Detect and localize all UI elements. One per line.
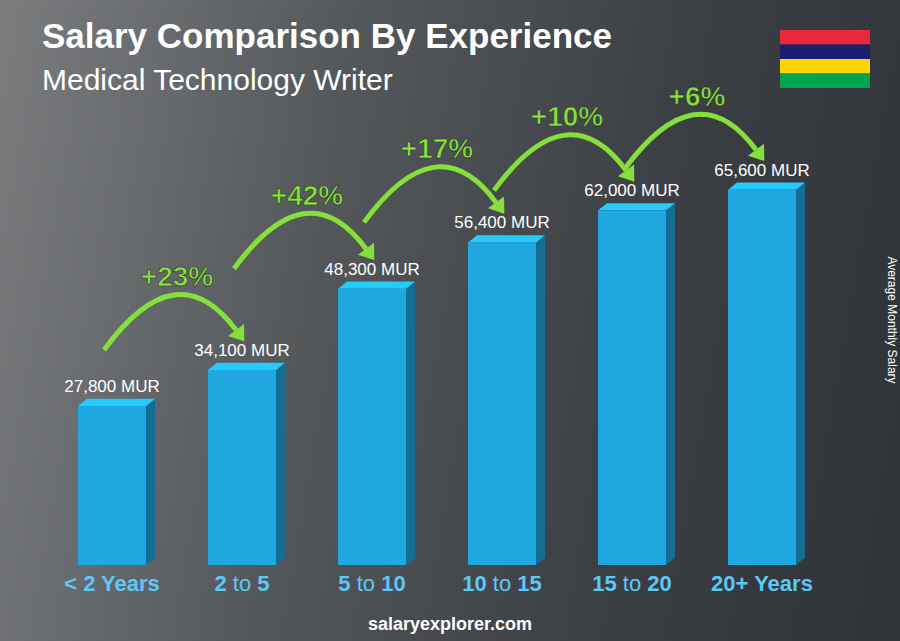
svg-text:+10%: +10% (531, 101, 603, 132)
svg-text:2 to 5: 2 to 5 (214, 571, 269, 596)
svg-text:+6%: +6% (669, 81, 726, 112)
svg-text:< 2 Years: < 2 Years (64, 571, 160, 596)
svg-text:10 to 15: 10 to 15 (462, 571, 542, 596)
svg-text:Medical Technology Writer: Medical Technology Writer (42, 63, 393, 96)
svg-text:+17%: +17% (401, 133, 473, 164)
svg-text:20+ Years: 20+ Years (711, 571, 813, 596)
svg-text:48,300 MUR: 48,300 MUR (324, 260, 419, 279)
svg-text:62,000 MUR: 62,000 MUR (584, 181, 679, 200)
svg-text:+23%: +23% (141, 261, 213, 292)
svg-text:+42%: +42% (271, 180, 343, 211)
svg-text:15 to 20: 15 to 20 (592, 571, 672, 596)
svg-text:27,800 MUR: 27,800 MUR (64, 377, 159, 396)
svg-text:56,400 MUR: 56,400 MUR (454, 213, 549, 232)
svg-text:salaryexplorer.com: salaryexplorer.com (368, 614, 532, 634)
svg-text:5 to 10: 5 to 10 (338, 571, 405, 596)
svg-text:34,100 MUR: 34,100 MUR (194, 341, 289, 360)
svg-text:65,600 MUR: 65,600 MUR (714, 161, 809, 180)
svg-text:Average Monthly Salary: Average Monthly Salary (885, 256, 892, 383)
svg-text:Salary Comparison By Experienc: Salary Comparison By Experience (42, 16, 612, 55)
